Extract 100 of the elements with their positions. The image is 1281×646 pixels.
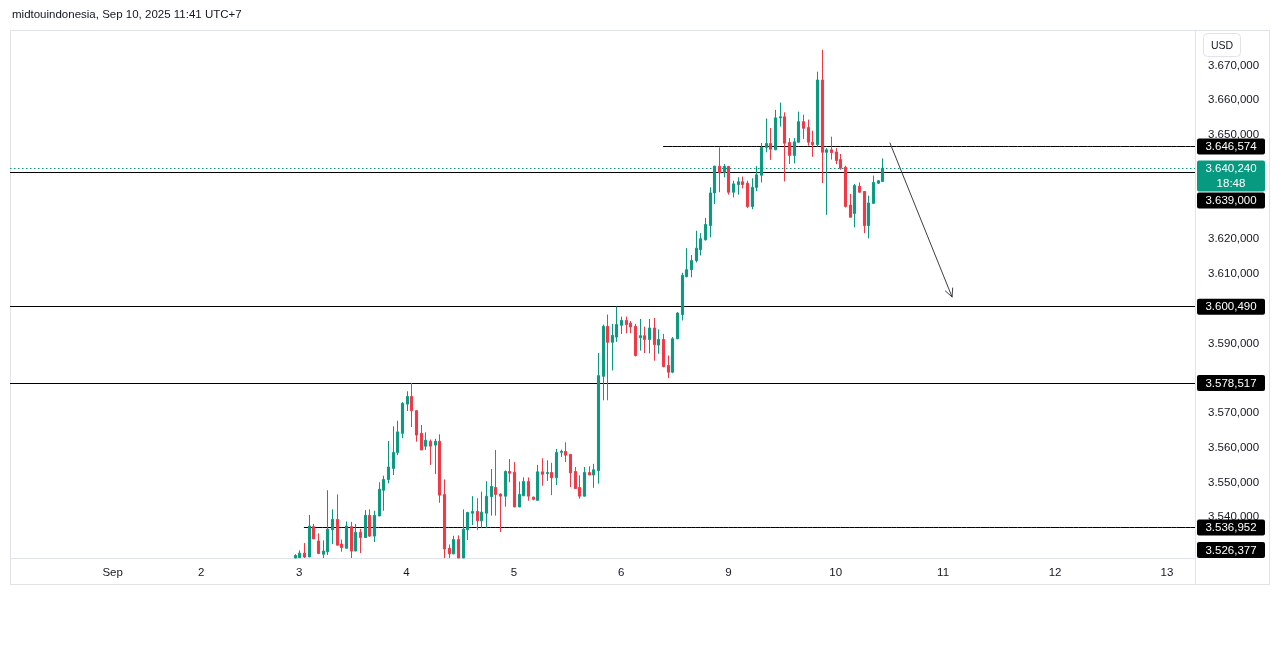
candlestick — [363, 509, 368, 539]
x-tick-label: 3 — [296, 566, 303, 578]
candlestick — [325, 489, 330, 556]
candlestick — [829, 136, 834, 161]
candlestick — [484, 480, 489, 529]
candlestick — [745, 180, 750, 209]
candlestick — [311, 523, 316, 540]
candlestick — [768, 127, 773, 161]
ref-line-label: 3.600,490 — [1205, 300, 1257, 313]
x-tick-label: 12 — [1048, 566, 1062, 578]
candlestick — [843, 165, 848, 209]
candlestick — [852, 183, 857, 228]
candlestick — [605, 313, 610, 401]
candlestick — [545, 459, 550, 482]
candlestick — [559, 449, 564, 458]
series-label: 3.536,952 — [1205, 520, 1257, 533]
candlestick — [652, 317, 657, 362]
candlestick — [372, 510, 377, 543]
candlestick — [782, 111, 787, 182]
candlestick — [740, 176, 745, 189]
x-tick-label: 2 — [198, 566, 205, 578]
candlestick — [526, 476, 531, 502]
candlestick — [731, 180, 736, 198]
x-tick-label: 9 — [725, 566, 732, 578]
candlestick — [656, 328, 661, 355]
candlestick — [587, 465, 592, 476]
candlestick — [503, 469, 508, 508]
candlestick — [451, 535, 456, 555]
candlestick — [764, 118, 769, 153]
ref-line-label: 3.640,240 18:48 — [1205, 162, 1257, 190]
x-tick-label: 10 — [829, 566, 843, 578]
candlestick — [540, 457, 545, 487]
candlestick — [694, 230, 699, 263]
candlestick — [666, 354, 671, 379]
y-tick-label: 3.620,000 — [1208, 232, 1260, 245]
ref-line-label: 3.578,517 — [1205, 376, 1257, 389]
candlestick — [330, 508, 335, 545]
candlestick — [554, 448, 559, 486]
candlestick — [405, 390, 410, 412]
candlestick — [367, 508, 372, 538]
candlestick — [787, 137, 792, 165]
candlestick — [302, 542, 307, 559]
x-tick-label: Sep — [102, 566, 123, 578]
candlestick — [871, 175, 876, 205]
text: 3.526,377 — [1205, 543, 1257, 556]
candlestick — [391, 425, 396, 476]
candlestick — [568, 453, 573, 488]
candlestick — [531, 496, 536, 501]
candlestick — [307, 514, 312, 558]
y-tick-label: 3.670,000 — [1208, 58, 1260, 71]
candlestick — [456, 534, 461, 559]
candlestick — [517, 481, 522, 508]
candlestick — [358, 528, 363, 554]
candlestick — [447, 543, 452, 559]
candlestick — [638, 318, 643, 352]
x-tick-label: 4 — [403, 566, 411, 578]
candlestick — [316, 532, 321, 555]
candlestick — [773, 109, 778, 151]
candlestick — [670, 336, 675, 374]
y-tick-label: 3.660,000 — [1208, 93, 1260, 106]
candlestick — [857, 181, 862, 193]
y-tick-label: 3.540,000 — [1208, 510, 1260, 523]
candlestick — [470, 495, 475, 526]
ref-line-label: 3.639,000 — [1205, 194, 1257, 207]
candlestick — [437, 433, 442, 504]
y-tick-label: 3.560,000 — [1208, 440, 1260, 453]
y-tick-label: 3.590,000 — [1208, 336, 1260, 349]
candlestick — [414, 409, 419, 443]
candlestick — [820, 49, 825, 184]
candlestick — [619, 316, 624, 335]
candlestick — [353, 523, 358, 552]
chart-title: midtouindonesia, Sep 10, 2025 11:41 UTC+7 — [12, 8, 242, 20]
candlestick — [461, 508, 466, 559]
candlestick — [563, 441, 568, 463]
candlestick — [726, 165, 731, 196]
candlestick — [866, 195, 871, 239]
candlestick — [624, 316, 629, 334]
candlestick — [512, 461, 517, 508]
candlestick — [628, 320, 633, 334]
y-tick-label: 3.610,000 — [1208, 267, 1260, 280]
candlestick — [423, 431, 428, 451]
candlestick — [293, 553, 298, 559]
y-tick-label: 3.570,000 — [1208, 406, 1260, 419]
candlestick — [507, 458, 512, 483]
candlestick — [549, 462, 554, 496]
candlestick — [689, 254, 694, 278]
candlestick — [675, 311, 680, 340]
candlestick — [815, 71, 820, 148]
candlestick — [778, 102, 783, 128]
candlestick — [475, 497, 480, 531]
candlestick — [419, 424, 424, 451]
candlestick — [633, 323, 638, 358]
x-tick-label: 5 — [510, 566, 518, 578]
candlestick — [582, 466, 587, 497]
candlestick — [801, 114, 806, 140]
candlestick — [297, 549, 302, 559]
candlestick — [493, 449, 498, 517]
candlestick — [442, 478, 447, 559]
candlestick — [862, 191, 867, 234]
candlestick — [386, 440, 391, 484]
